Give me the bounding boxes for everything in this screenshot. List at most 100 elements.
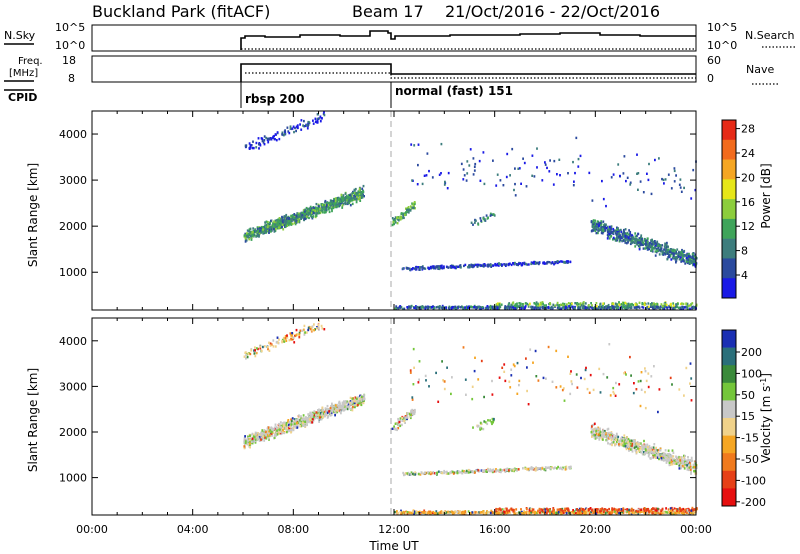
power-cell — [293, 214, 296, 218]
velocity-cell — [644, 443, 647, 447]
velocity-cell — [671, 463, 674, 466]
velocity-cell — [655, 450, 658, 453]
power-cell — [535, 303, 538, 307]
velocity-cell — [664, 455, 666, 458]
velocity-cell — [608, 436, 611, 439]
power-cell — [610, 225, 613, 228]
power-cell — [502, 184, 505, 187]
power-ytick-label: 4000 — [59, 128, 87, 141]
power-cell — [476, 265, 479, 268]
power-colorbar-frame — [721, 119, 737, 299]
power-cell — [672, 302, 675, 305]
power-cell — [653, 306, 656, 309]
power-cell — [314, 117, 317, 120]
power-cell — [682, 302, 685, 306]
power-cell — [537, 302, 539, 305]
nsearch-tick-bottom: 10^0 — [707, 39, 737, 52]
power-cell — [602, 229, 605, 233]
power-cell — [612, 302, 615, 306]
power-cell — [473, 263, 476, 267]
velocity-cell — [283, 431, 286, 435]
freq-label: Freq. — [18, 56, 43, 67]
velocity-cell — [343, 409, 346, 412]
power-cell — [623, 306, 626, 310]
power-cell — [620, 303, 623, 306]
power-cell — [619, 238, 622, 242]
power-cell — [658, 253, 661, 256]
power-cell — [601, 226, 604, 229]
power-cell — [600, 231, 603, 235]
power-cell — [295, 217, 297, 220]
velocity-cell — [269, 344, 272, 347]
power-cell — [443, 183, 446, 186]
power-cell — [323, 111, 325, 114]
power-cell — [681, 248, 683, 252]
power-cell — [285, 219, 288, 223]
velocity-cell — [597, 430, 600, 434]
power-cell — [623, 235, 626, 238]
power-cell — [629, 232, 631, 236]
velocity-cell — [287, 430, 290, 433]
velocity-cell — [636, 441, 639, 444]
velocity-cell — [269, 429, 271, 432]
velocity-cell — [344, 400, 347, 403]
velocity-cell — [549, 467, 552, 470]
velocity-cell — [343, 401, 345, 404]
velocity-cell — [615, 438, 617, 441]
power-cell — [346, 196, 349, 199]
power-cell — [407, 208, 410, 212]
velocity-cell — [642, 446, 644, 449]
power-cell — [511, 302, 514, 305]
power-cell — [607, 230, 609, 234]
velocity-cell — [352, 400, 355, 403]
power-cell — [449, 265, 452, 269]
velocity-cell — [267, 437, 270, 440]
velocity-cell — [271, 434, 274, 437]
power-cell — [285, 224, 287, 228]
velocity-cell — [618, 443, 620, 446]
power-cell — [481, 306, 484, 309]
power-cell — [485, 214, 488, 217]
power-cell — [667, 245, 669, 248]
velocity-cell — [391, 427, 394, 430]
power-cell — [612, 232, 614, 235]
velocity-cell — [306, 418, 309, 421]
power-cell — [421, 306, 423, 309]
power-cell — [599, 306, 602, 309]
power-cell — [534, 260, 536, 264]
velocity-cell — [260, 432, 262, 435]
power-cell — [463, 264, 465, 268]
power-cell — [314, 120, 317, 124]
velocity-cell — [313, 414, 316, 417]
velocity-cell — [290, 334, 293, 337]
power-cell — [441, 267, 444, 270]
power-cell — [457, 305, 460, 309]
velocity-cell — [664, 452, 667, 456]
power-cell — [274, 219, 277, 222]
power-cell — [686, 302, 689, 306]
power-cell — [414, 207, 416, 210]
power-cell — [623, 228, 625, 232]
power-cell — [691, 253, 694, 256]
velocity-cell — [690, 456, 693, 460]
velocity-cell — [606, 437, 609, 441]
power-cell — [567, 260, 569, 263]
power-cell — [283, 220, 286, 223]
velocity-cell — [452, 472, 455, 475]
power-cell — [357, 192, 360, 196]
velocity-cell — [435, 472, 438, 475]
power-cell — [342, 199, 345, 202]
power-cell — [682, 258, 684, 261]
velocity-cell — [286, 334, 288, 337]
velocity-cell — [308, 415, 311, 419]
power-cell — [577, 307, 580, 310]
power-cell — [299, 213, 302, 216]
power-cell — [497, 303, 500, 307]
power-cell — [588, 171, 591, 175]
power-cell — [667, 248, 669, 252]
power-cell — [686, 254, 689, 257]
power-cell — [636, 243, 639, 246]
velocity-cell — [422, 472, 425, 475]
power-cell — [638, 301, 641, 304]
power-cell — [602, 220, 605, 223]
